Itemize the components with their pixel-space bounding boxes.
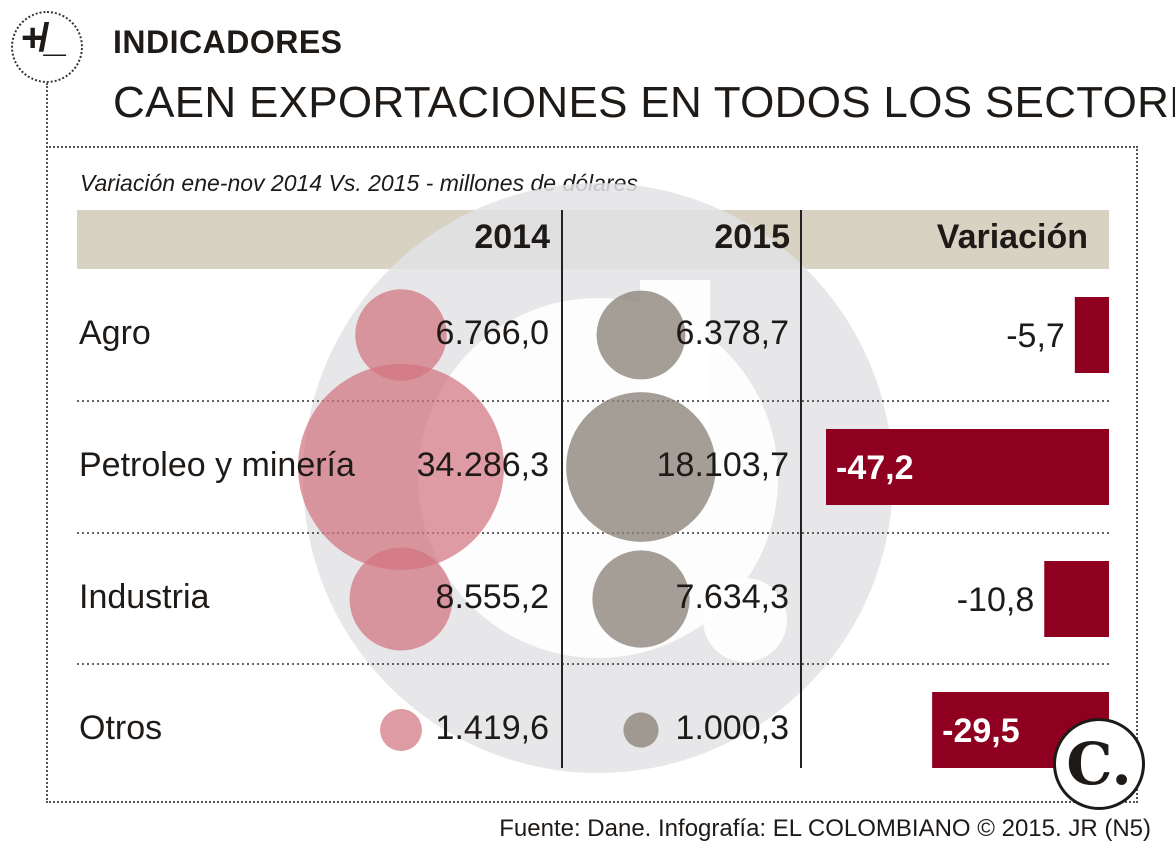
- variation-label-3: -29,5: [942, 712, 1020, 750]
- value-2014-industria: 8.555,2: [435, 578, 549, 616]
- bubble-2015-0: [596, 290, 686, 380]
- column-header-2015: 2015: [714, 218, 790, 256]
- frame-line-top: [46, 146, 1138, 148]
- chart-title: CAEN EXPORTACIONES EN TODOS LOS SECTORES: [113, 78, 1175, 127]
- value-2014-otros: 1.419,6: [435, 709, 549, 747]
- bubble-2014-1: [298, 364, 504, 570]
- value-2015-industria: 7.634,3: [675, 578, 789, 616]
- row-label-petroleo: Petroleo y minería: [79, 446, 355, 484]
- value-2015-agro: 6.378,7: [675, 314, 789, 352]
- variation-label-2: -10,8: [957, 581, 1035, 619]
- variation-bar-1: [826, 429, 1109, 505]
- variation-label-1: -47,2: [836, 449, 914, 487]
- bubble-2015-1: [566, 392, 716, 542]
- bubble-2015-3: [623, 712, 659, 748]
- row-label-agro: Agro: [79, 314, 151, 352]
- variation-bar-2: [1044, 561, 1109, 637]
- section-kicker: INDICADORES: [113, 24, 343, 60]
- value-2015-petroleo: 18.103,7: [656, 446, 789, 484]
- row-label-otros: Otros: [79, 709, 163, 747]
- value-2014-agro: 6.766,0: [435, 314, 549, 352]
- table-dividers: [77, 210, 1109, 768]
- bubbles-layer: [298, 289, 716, 751]
- value-2015-otros: 1.000,3: [675, 709, 789, 747]
- frame-line-bottom: [46, 801, 1138, 803]
- frame-line-right: [1136, 146, 1138, 803]
- variation-bar-0: [1074, 297, 1109, 373]
- column-header-variacion: Variación: [936, 218, 1088, 256]
- bubble-2015-2: [592, 550, 690, 648]
- value-2014-petroleo: 34.286,3: [416, 446, 549, 484]
- column-header-2014: 2014: [474, 218, 550, 256]
- frame-line-left: [46, 83, 48, 803]
- plus-minus-icon: +/_: [11, 11, 83, 83]
- row-label-industria: Industria: [79, 578, 210, 616]
- el-colombiano-logo: C.: [1053, 718, 1145, 810]
- bubble-2014-0: [355, 289, 447, 381]
- bubble-2014-2: [349, 547, 453, 651]
- variation-label-0: -5,7: [1006, 317, 1065, 355]
- bubble-2014-3: [380, 709, 422, 751]
- source-credit: Fuente: Dane. Infografía: EL COLOMBIANO …: [499, 815, 1151, 842]
